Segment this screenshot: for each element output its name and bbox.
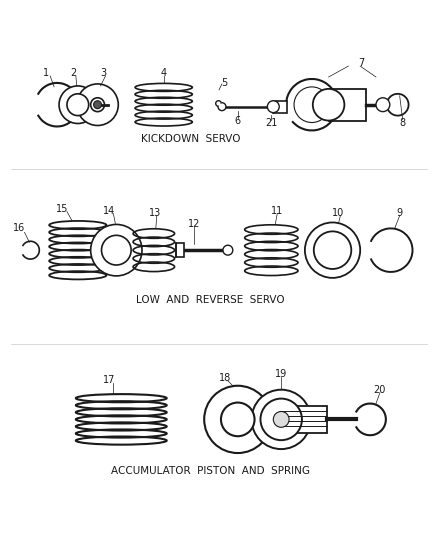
Text: 1: 1 (43, 68, 49, 78)
Circle shape (314, 231, 351, 269)
Text: 11: 11 (271, 206, 283, 215)
Circle shape (67, 94, 88, 116)
Text: 17: 17 (103, 375, 116, 385)
Circle shape (261, 399, 302, 440)
Text: 2: 2 (71, 68, 77, 78)
Circle shape (273, 411, 289, 427)
Text: 13: 13 (148, 207, 161, 217)
Circle shape (376, 98, 390, 111)
Text: 14: 14 (103, 206, 116, 215)
Text: 4: 4 (161, 68, 167, 78)
Circle shape (204, 386, 271, 453)
Circle shape (223, 245, 233, 255)
Circle shape (59, 86, 96, 124)
Text: 9: 9 (397, 207, 403, 217)
Text: 16: 16 (14, 223, 26, 233)
Circle shape (267, 101, 279, 112)
Bar (281, 406, 327, 433)
Text: 5: 5 (221, 78, 227, 88)
Text: 19: 19 (275, 369, 287, 379)
Circle shape (251, 390, 311, 449)
Text: LOW  AND  REVERSE  SERVO: LOW AND REVERSE SERVO (136, 295, 284, 305)
Circle shape (305, 222, 360, 278)
Circle shape (94, 101, 102, 109)
Circle shape (218, 103, 226, 111)
Text: 7: 7 (358, 58, 364, 68)
Text: ACCUMULATOR  PISTON  AND  SPRING: ACCUMULATOR PISTON AND SPRING (111, 466, 310, 476)
Circle shape (294, 87, 329, 123)
Text: 10: 10 (332, 207, 345, 217)
Text: KICKDOWN  SERVO: KICKDOWN SERVO (141, 134, 240, 144)
Circle shape (221, 402, 254, 436)
Text: 18: 18 (219, 373, 231, 383)
Circle shape (77, 84, 118, 125)
Circle shape (91, 224, 142, 276)
Circle shape (102, 236, 131, 265)
Text: 20: 20 (374, 385, 386, 395)
Bar (328, 89, 366, 120)
Text: 21: 21 (265, 117, 278, 127)
Text: 6: 6 (235, 116, 241, 126)
Text: 3: 3 (100, 68, 106, 78)
Bar (273, 101, 287, 112)
Text: 12: 12 (188, 220, 201, 229)
Circle shape (91, 98, 105, 111)
Circle shape (313, 89, 344, 120)
Text: 15: 15 (56, 204, 68, 214)
Bar (176, 243, 184, 257)
Text: 8: 8 (399, 117, 406, 127)
